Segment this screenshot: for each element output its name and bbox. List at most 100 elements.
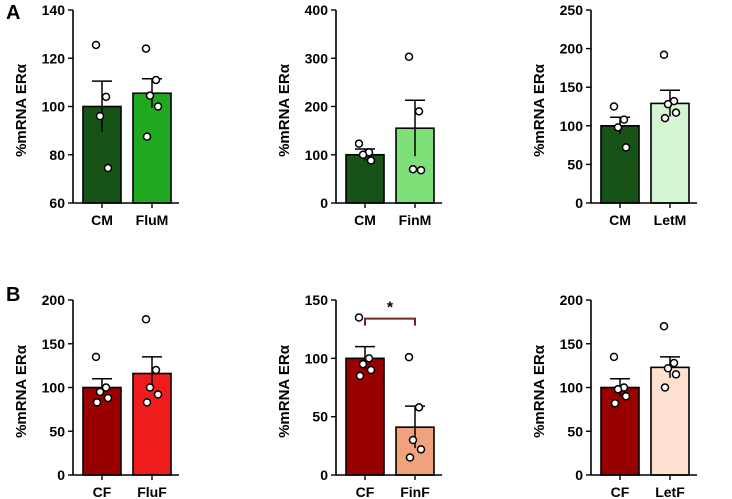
c0-data-point <box>101 92 111 102</box>
c0-data-point <box>141 44 151 53</box>
c1-x-tick-label: FinM <box>399 212 432 228</box>
c4-y-tick-label: 150 <box>305 292 329 308</box>
c4-y-tick-label: 100 <box>305 350 329 366</box>
c4-data-point <box>354 313 364 322</box>
c3-y-tick-label: 150 <box>42 336 66 352</box>
panel-letter-a: A <box>6 2 21 24</box>
c5-x-tick-label: LetF <box>655 484 685 499</box>
c2-data-point <box>663 99 673 109</box>
c4-significance-bracket <box>364 317 416 326</box>
c5-data-point <box>660 383 670 392</box>
c3-data-point <box>101 383 111 392</box>
c3-data-point <box>145 383 155 392</box>
c4-data-point <box>366 365 376 375</box>
c3-data-point <box>151 365 161 375</box>
c4-x-tick-label: FinF <box>400 484 430 499</box>
c1-bar-cm <box>345 153 385 204</box>
c4-data-point <box>416 445 426 454</box>
c5-data-point <box>613 385 623 394</box>
c4-y-axis-label: %mRNA ERα <box>276 344 293 438</box>
c4-y-tick-label: 0 <box>320 467 328 483</box>
c1-data-point <box>414 107 424 116</box>
c4-data-point <box>355 371 365 381</box>
c0-y-tick-label: 100 <box>42 99 66 115</box>
panel-letter-b: B <box>6 284 21 306</box>
c5-y-tick-label: 100 <box>560 380 584 396</box>
c1-y-tick-label: 100 <box>305 147 329 163</box>
c0-data-point <box>151 75 161 85</box>
c4-data-point <box>358 359 368 369</box>
c5-y-tick-label: 150 <box>560 336 584 352</box>
c2-y-tick-label: 250 <box>560 2 584 18</box>
c2-y-axis-label: %mRNA ERα <box>531 63 548 157</box>
c2-y-tick-label: 50 <box>567 156 583 172</box>
c2-data-point <box>660 113 670 123</box>
c3-x-tick-label: FluF <box>137 484 167 499</box>
c3-data-point <box>95 387 105 397</box>
c0-y-tick-label: 60 <box>49 195 65 211</box>
c1-data-point <box>354 139 364 148</box>
c0-bar-flum <box>132 92 172 204</box>
c3-bar-cf <box>82 386 122 476</box>
c5-y-tick-label: 0 <box>575 467 583 483</box>
c1-y-tick-label: 200 <box>305 99 329 115</box>
c3-data-point <box>141 315 151 324</box>
c0-data-point <box>153 102 163 111</box>
c0-data-point <box>103 163 113 173</box>
c5-y-tick-label: 50 <box>567 423 583 439</box>
c2-bar-cm <box>600 125 640 204</box>
c4-data-point <box>408 435 418 445</box>
c3-y-tick-label: 50 <box>49 423 65 439</box>
c1-y-tick-label: 400 <box>305 2 329 18</box>
c2-y-tick-label: 100 <box>560 118 584 134</box>
c4-data-point <box>414 403 424 412</box>
c1-data-point <box>358 150 368 159</box>
c0-data-point <box>95 111 105 121</box>
c5-data-point <box>663 364 673 373</box>
c3-data-point <box>142 398 152 407</box>
c3-data-point <box>92 398 102 407</box>
c5-data-point <box>610 399 620 408</box>
c0-data-point <box>142 132 152 141</box>
c3-x-tick-label: CF <box>93 484 112 499</box>
c1-x-tick-label: CM <box>354 212 376 228</box>
c0-data-point <box>91 40 101 50</box>
c4-significance-label: * <box>387 300 394 317</box>
c2-data-point <box>619 115 629 124</box>
c3-y-tick-label: 0 <box>57 467 65 483</box>
c4-bar-cf <box>345 357 385 476</box>
c4-data-point <box>405 453 415 462</box>
c0-y-tick-label: 80 <box>49 147 65 163</box>
c3-y-axis-label: %mRNA ERα <box>13 344 30 438</box>
c1-y-tick-label: 0 <box>320 195 328 211</box>
c5-data-point <box>659 322 669 331</box>
c2-data-point <box>609 102 619 111</box>
c1-y-axis-label: %mRNA ERα <box>276 63 293 157</box>
c5-bar-letf <box>650 366 690 476</box>
c3-data-point <box>91 352 101 362</box>
c0-y-tick-label: 140 <box>42 2 66 18</box>
c0-data-point <box>145 91 155 100</box>
c5-data-point <box>609 352 619 362</box>
c5-data-point <box>669 358 679 368</box>
c0-x-tick-label: CM <box>91 212 113 228</box>
c2-bar-letm <box>650 102 690 204</box>
c5-x-tick-label: CF <box>611 484 630 499</box>
c2-y-tick-label: 150 <box>560 79 584 95</box>
c4-data-point <box>364 354 374 363</box>
c3-data-point <box>103 393 113 403</box>
c2-y-tick-label: 200 <box>560 41 584 57</box>
c4-data-point <box>404 352 414 362</box>
c1-y-tick-label: 300 <box>305 50 329 66</box>
c5-y-axis-label: %mRNA ERα <box>531 344 548 438</box>
c0-x-tick-label: FluM <box>136 212 169 228</box>
c1-data-point <box>416 165 426 175</box>
c4-x-tick-label: CF <box>356 484 375 499</box>
c0-y-tick-label: 120 <box>42 50 66 66</box>
c3-data-point <box>153 390 163 399</box>
c2-x-tick-label: LetM <box>654 212 687 228</box>
c1-data-point <box>408 164 418 174</box>
c2-data-point <box>613 123 623 132</box>
c1-data-point <box>404 52 414 62</box>
